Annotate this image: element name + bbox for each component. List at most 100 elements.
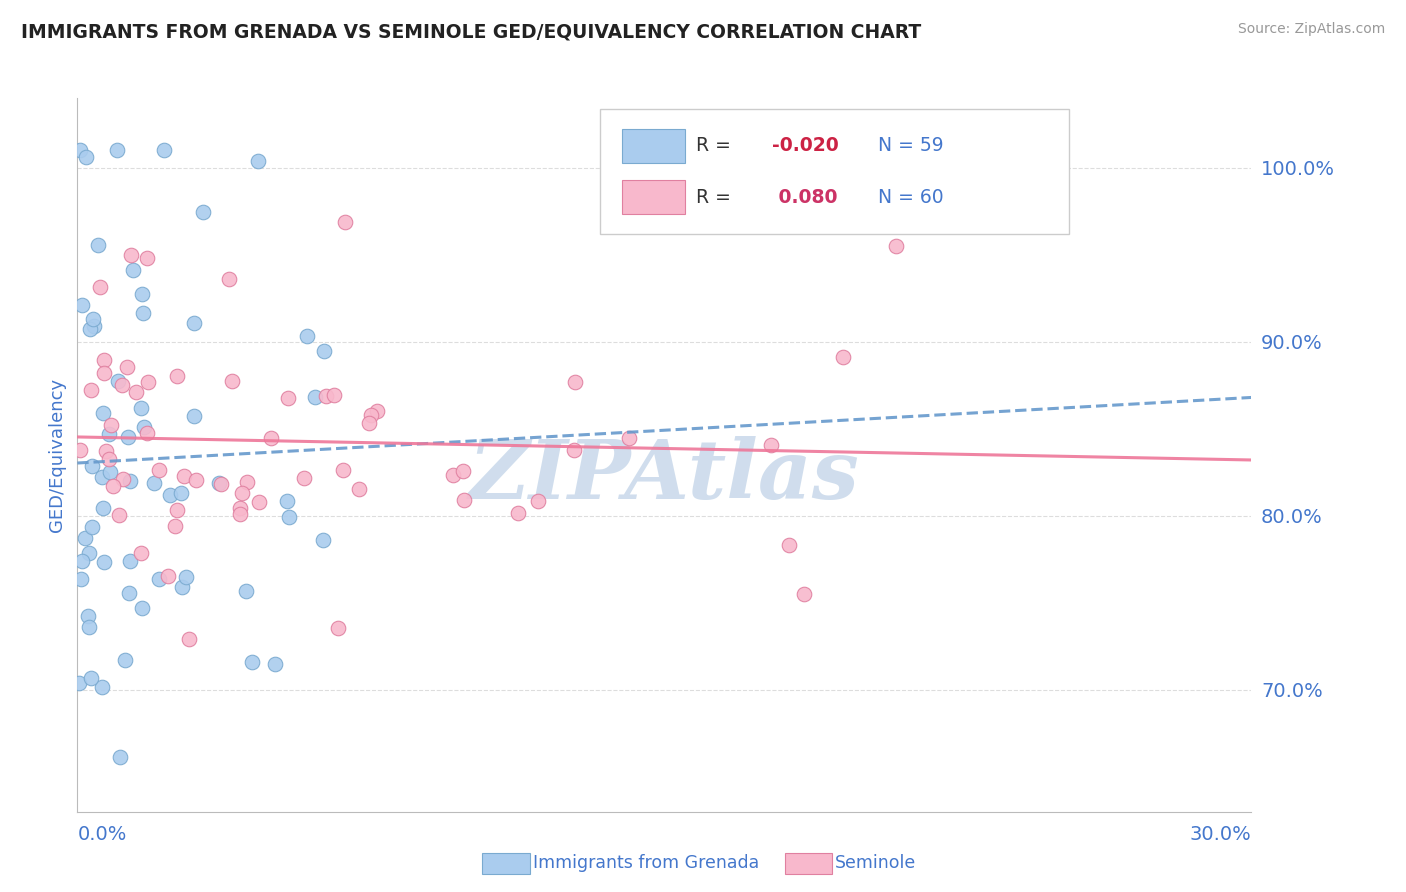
Point [89,280,111,294]
Point [179,632,201,647]
Point [114,653,136,667]
Point [186,473,208,487]
Point [111,378,134,392]
Point [131,601,153,615]
Point [183,409,205,423]
Point [120,554,142,568]
Text: N = 60: N = 60 [877,188,943,207]
Point [333,215,356,229]
Point [247,495,270,509]
Point [90,680,112,694]
Point [112,472,135,486]
Point [67,675,90,690]
Point [246,153,269,168]
Point [209,477,232,491]
Point [173,469,195,483]
Point [312,533,335,547]
Point [326,621,349,635]
Point [80,671,103,685]
Point [135,425,157,440]
Point [80,520,103,534]
Point [132,305,155,319]
Point [77,546,100,560]
Text: R =: R = [696,136,737,155]
Point [360,408,382,422]
Y-axis label: GED/Equivalency: GED/Equivalency [48,378,66,532]
Point [131,286,153,301]
Point [451,464,474,478]
Point [831,350,853,364]
Point [107,508,129,523]
Point [82,312,104,326]
Point [221,374,243,388]
Point [69,144,91,158]
Point [304,390,326,404]
Point [332,462,354,476]
Text: ZIPAtlas: ZIPAtlas [468,436,860,516]
Point [148,462,170,476]
Point [117,430,139,444]
FancyBboxPatch shape [621,180,686,214]
Point [172,580,194,594]
Text: R =: R = [696,188,737,207]
Point [118,474,141,488]
Point [323,388,346,402]
Point [564,443,586,458]
Point [107,374,129,388]
Text: Seminole: Seminole [835,855,917,872]
Point [259,431,281,445]
Point [120,248,142,262]
Point [759,438,782,452]
Point [453,493,475,508]
Point [357,417,380,431]
Point [778,538,800,552]
Point [166,502,188,516]
Text: IMMIGRANTS FROM GRENADA VS SEMINOLE GED/EQUIVALENCY CORRELATION CHART: IMMIGRANTS FROM GRENADA VS SEMINOLE GED/… [21,22,921,41]
Point [297,329,319,343]
Point [73,531,96,545]
Point [153,144,176,158]
Point [136,375,159,389]
Text: 30.0%: 30.0% [1189,824,1251,844]
Point [163,519,186,533]
Point [527,493,550,508]
Point [277,391,299,405]
Point [100,466,122,480]
Point [94,443,117,458]
Point [366,403,388,417]
Point [80,459,103,474]
Point [148,572,170,586]
Text: 0.0%: 0.0% [77,824,127,844]
Point [129,401,152,416]
Point [125,384,148,399]
Point [884,239,907,253]
Text: 0.080: 0.080 [772,188,838,207]
Point [132,419,155,434]
Point [276,494,298,508]
Point [110,749,132,764]
Point [170,485,193,500]
Point [231,486,253,500]
Text: Source: ZipAtlas.com: Source: ZipAtlas.com [1237,22,1385,37]
Point [98,452,121,467]
Point [564,376,586,390]
FancyBboxPatch shape [621,128,686,163]
Point [122,263,145,277]
Point [69,443,91,458]
Point [617,432,640,446]
Point [229,507,252,521]
Point [129,545,152,559]
Point [87,237,110,252]
Point [98,426,121,441]
Point [93,555,115,569]
Point [77,620,100,634]
Point [79,322,101,336]
Point [70,298,93,312]
Point [441,468,464,483]
Point [101,479,124,493]
Point [506,506,529,520]
Point [105,144,128,158]
Point [793,587,815,601]
Point [93,366,115,380]
Point [90,470,112,484]
